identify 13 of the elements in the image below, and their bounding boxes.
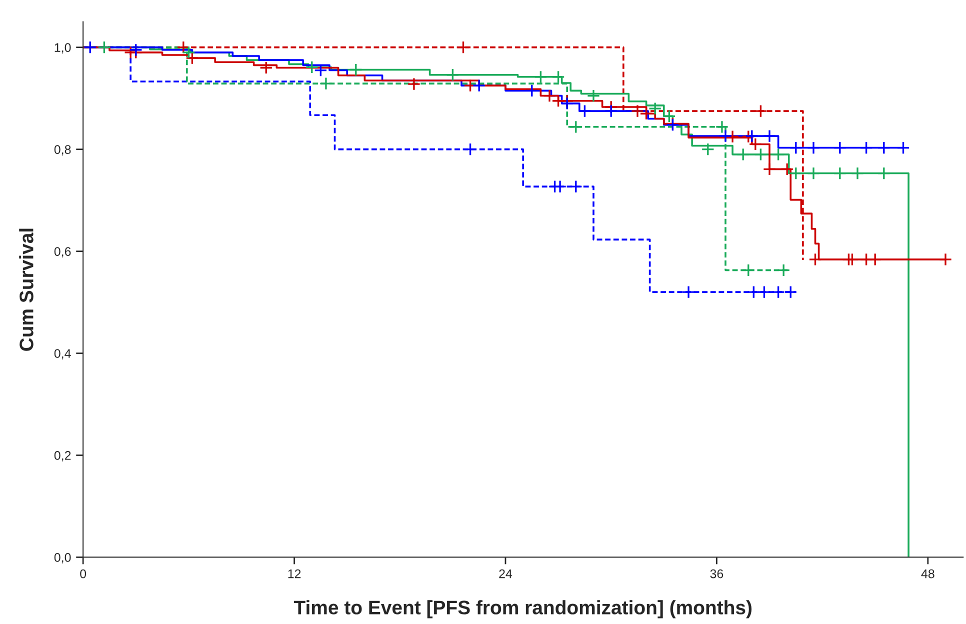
x-tick-label: 0 <box>80 569 86 578</box>
y-tick-label: 0,0 <box>54 553 71 564</box>
x-tick-label: 48 <box>921 569 934 578</box>
y-tick-label: 0,2 <box>54 451 71 462</box>
x-tick-label: 12 <box>288 569 301 578</box>
y-tick-label: 0,8 <box>54 145 71 156</box>
y-tick-label: 0,4 <box>54 349 71 360</box>
y-axis-title: Cum Survival <box>19 228 34 351</box>
y-tick-label: 0,6 <box>54 247 71 258</box>
x-axis-title: Time to Event [PFS from randomization] (months) <box>294 600 752 618</box>
x-tick-label: 36 <box>710 569 724 578</box>
x-tick-label: 24 <box>499 569 512 578</box>
y-tick-label: 1,0 <box>54 43 71 54</box>
